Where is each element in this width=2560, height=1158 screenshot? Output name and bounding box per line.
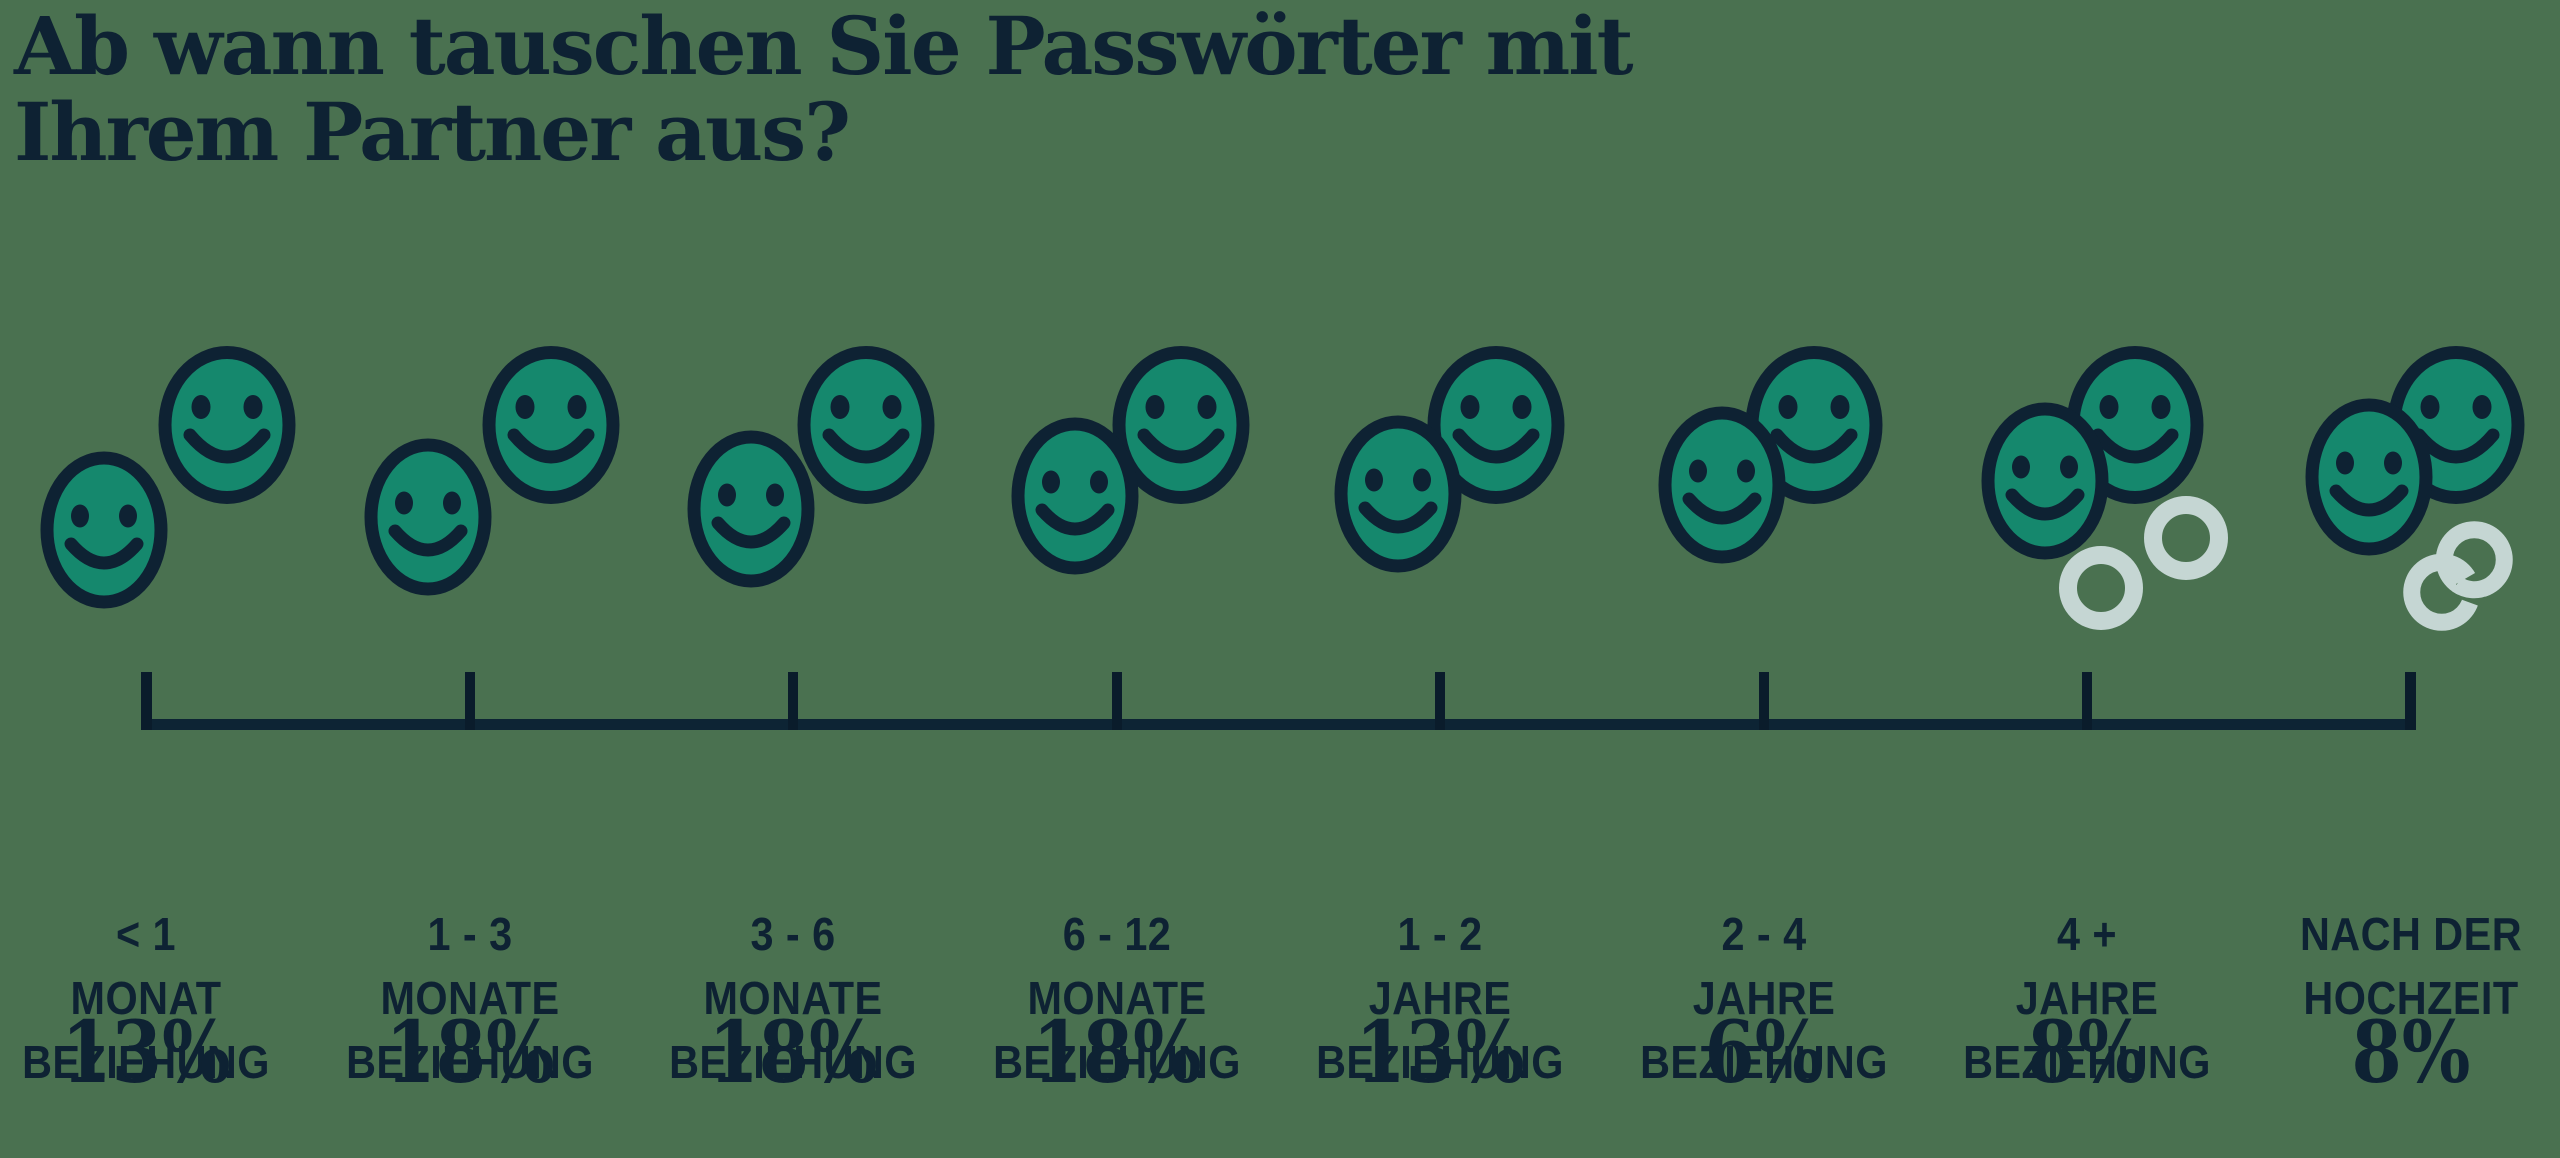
percent-value-1: 13% xyxy=(10,1011,282,1096)
chart-title: Ab wann tauschen Sie Passwörter mit Ihre… xyxy=(14,3,2414,175)
timeline-axis xyxy=(141,719,2416,730)
smiley-pair-col7 xyxy=(1917,330,2257,660)
percent-value-4: 18% xyxy=(981,1011,1253,1096)
smiley-pair-col3 xyxy=(623,330,963,660)
axis-tick-1 xyxy=(141,672,152,730)
percent-value-6: 6% xyxy=(1628,1011,1900,1096)
smiley-pair-col8 xyxy=(2241,330,2560,660)
smiley-pair-col4 xyxy=(947,330,1287,660)
axis-tick-3 xyxy=(788,672,798,730)
percent-value-3: 18% xyxy=(657,1011,929,1096)
axis-tick-8 xyxy=(2405,672,2416,730)
percent-value-5: 13% xyxy=(1304,1011,1576,1096)
axis-tick-6 xyxy=(1759,672,1769,730)
axis-tick-7 xyxy=(2082,672,2092,730)
axis-tick-2 xyxy=(465,672,475,730)
percent-value-2: 18% xyxy=(334,1011,606,1096)
smiley-pair-col5 xyxy=(1270,330,1610,660)
percent-value-7: 8% xyxy=(1951,1011,2223,1096)
chart-title-line2: Ihrem Partner aus? xyxy=(14,89,2414,175)
chart-title-line1: Ab wann tauschen Sie Passwörter mit xyxy=(14,3,2414,89)
percent-value-8: 8% xyxy=(2275,1011,2547,1096)
axis-tick-5 xyxy=(1435,672,1445,730)
axis-tick-4 xyxy=(1112,672,1122,730)
wedding-rings-interlocked-icon xyxy=(2399,517,2516,634)
smiley-pair-col6 xyxy=(1594,330,1934,660)
smiley-pair-col1 xyxy=(0,330,316,660)
smiley-pair-col2 xyxy=(300,330,640,660)
